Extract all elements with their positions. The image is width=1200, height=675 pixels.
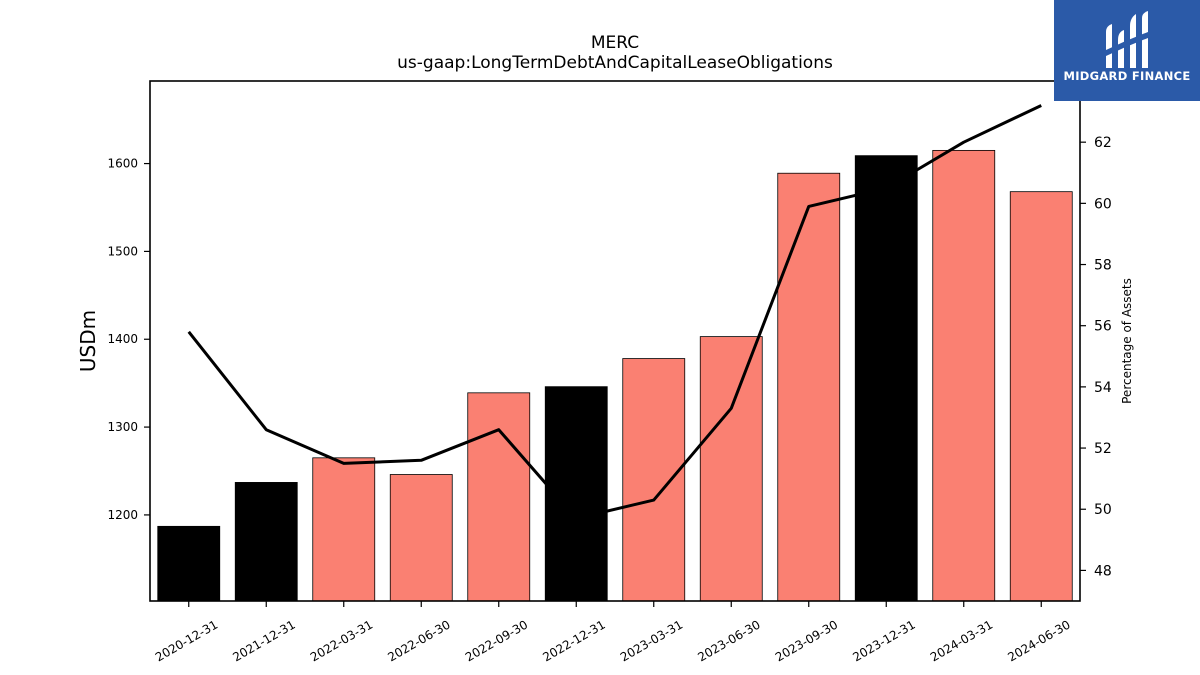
- bar-2023-06-30: [699, 336, 763, 602]
- bar-2021-12-31: [234, 482, 298, 602]
- midgard-logo-icon: [1106, 11, 1148, 68]
- right-tick-label: 50: [1094, 502, 1112, 518]
- bar-2024-06-30: [1009, 191, 1073, 602]
- bar-2023-03-31: [622, 358, 686, 602]
- x-tick-label: 2023-09-30: [773, 617, 840, 664]
- bar-2024-03-31: [932, 149, 996, 602]
- left-tick-label: 1200: [107, 508, 138, 522]
- x-tick-label: 2022-06-30: [385, 617, 452, 664]
- brand-logo: MIDGARD FINANCE: [1054, 0, 1200, 101]
- chart-subtitle: us-gaap:LongTermDebtAndCapitalLeaseOblig…: [397, 53, 833, 73]
- y-axis-label: USDm: [76, 310, 100, 372]
- x-tick-label: 2024-06-30: [1005, 617, 1072, 664]
- percentage-line-group: [187, 104, 1042, 520]
- bar-2022-03-31: [312, 457, 376, 602]
- logo-text: MIDGARD FINANCE: [1063, 69, 1191, 83]
- percentage-line: [187, 104, 1042, 520]
- right-axis-ticks: 48 50 52 54 56 58 60 62: [1080, 135, 1112, 579]
- left-tick-label: 1600: [107, 157, 138, 171]
- bar-2023-12-31: [854, 155, 918, 602]
- left-tick-label: 1300: [107, 420, 138, 434]
- chart-title: MERC: [591, 33, 639, 53]
- x-tick-label: 2024-03-31: [928, 617, 995, 664]
- x-tick-label: 2023-12-31: [850, 617, 917, 664]
- bar-group: [157, 149, 1073, 602]
- x-tick-label: 2020-12-31: [153, 617, 220, 664]
- bar-2022-06-30: [389, 474, 453, 602]
- x-tick-label: 2022-12-31: [540, 617, 607, 664]
- x-tick-label: 2023-03-31: [618, 617, 685, 664]
- right-tick-label: 52: [1094, 441, 1112, 457]
- x-tick-label: 2022-09-30: [463, 617, 530, 664]
- x-axis-ticks: 2020-12-31 2021-12-31 2022-03-31 2022-06-30…: [153, 601, 1073, 664]
- right-tick-label: 54: [1094, 380, 1112, 396]
- left-axis-ticks: 1200 1300 1400 1500 1600: [107, 157, 150, 522]
- left-tick-label: 1400: [107, 332, 138, 346]
- bar-2020-12-31: [157, 525, 221, 602]
- x-tick-label: 2021-12-31: [230, 617, 297, 664]
- right-tick-label: 48: [1094, 563, 1112, 579]
- bar-2022-09-30: [467, 392, 531, 602]
- right-tick-label: 60: [1094, 196, 1112, 212]
- right-tick-label: 56: [1094, 319, 1112, 335]
- x-tick-label: 2022-03-31: [308, 617, 375, 664]
- plot-frame: [149, 80, 1081, 602]
- x-tick-label: 2023-06-30: [695, 617, 762, 664]
- y2-axis-label: Percentage of Assets: [1120, 278, 1134, 404]
- bar-2023-09-30: [777, 172, 841, 602]
- left-tick-label: 1500: [107, 244, 138, 258]
- right-tick-label: 62: [1094, 135, 1112, 151]
- right-tick-label: 58: [1094, 258, 1112, 274]
